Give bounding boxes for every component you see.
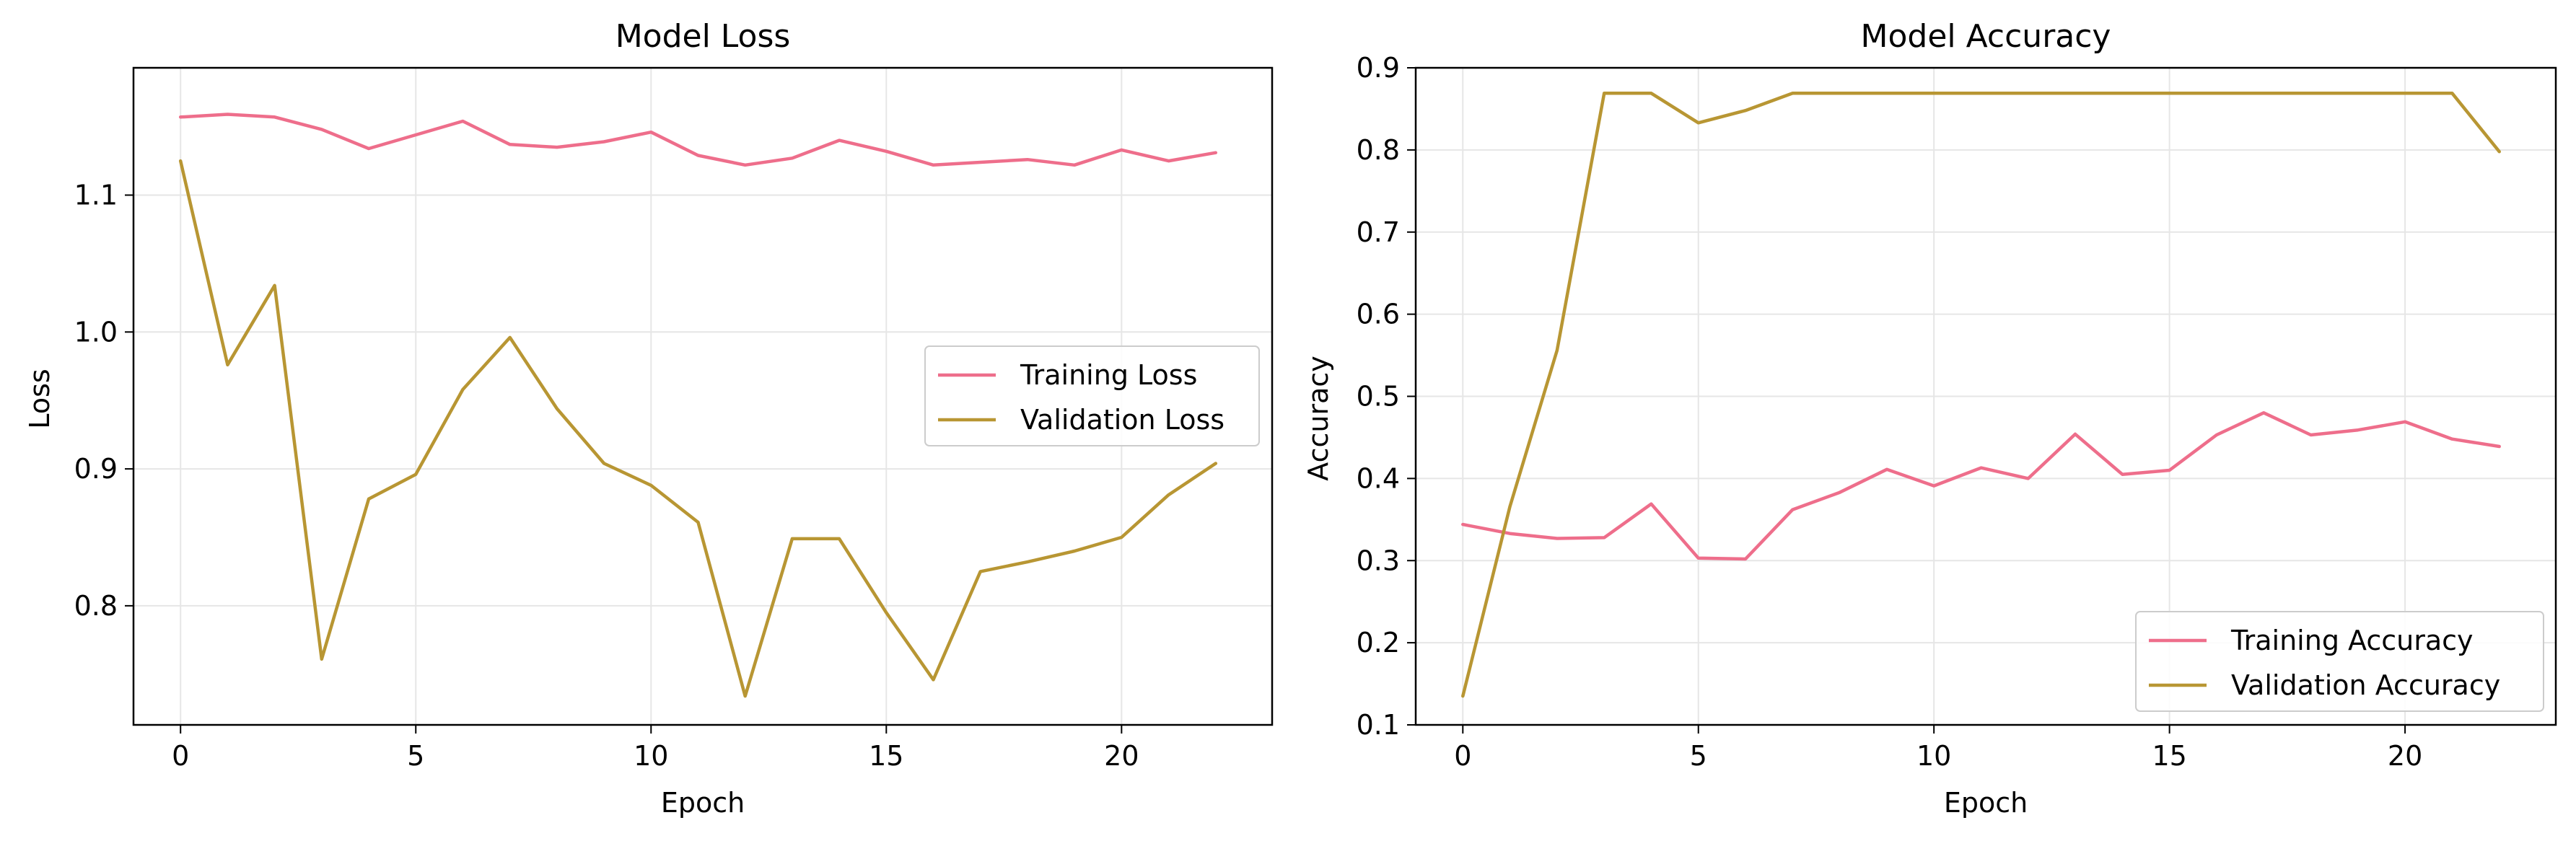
loss-chart-ylabel: Loss [24,369,56,428]
loss-series-line-training-loss [178,113,1218,167]
accuracy-xtick-label: 20 [2388,740,2422,772]
accuracy-chart-title: Model Accuracy [1861,18,2111,55]
accuracy-ytick-label: 0.7 [1357,216,1400,248]
accuracy-ytick-label: 0.1 [1357,709,1400,741]
loss-legend-box [924,345,1260,446]
loss-ytick-label: 1.1 [74,180,118,211]
loss-ytick-label: 0.9 [74,453,118,485]
accuracy-ytick-label: 0.9 [1357,52,1400,84]
accuracy-legend-label: Training Accuracy [2230,625,2474,656]
accuracy-chart-xlabel: Epoch [1944,787,2028,819]
accuracy-series-line-validation-accuracy [1461,92,2501,698]
accuracy-ytick-label: 0.6 [1357,299,1400,330]
loss-legend: Training Loss Validation Loss [924,345,1260,446]
loss-chart-xlabel: Epoch [661,787,745,819]
loss-xtick-label: 0 [172,740,189,772]
accuracy-legend-label: Validation Accuracy [2231,669,2500,701]
accuracy-xtick-label: 15 [2152,740,2186,772]
accuracy-chart-panel: Model Accuracy Epoch Accuracy 0 5 10 15 20 0.… [1302,18,2557,819]
loss-legend-label: Validation Loss [1020,404,1225,436]
loss-xtick-label: 10 [634,740,668,772]
loss-chart-title: Model Loss [615,18,791,55]
loss-xtick-label: 15 [869,740,903,772]
loss-ytick-label: 0.8 [74,590,118,622]
accuracy-legend-box [2135,611,2544,712]
accuracy-ytick-label: 0.5 [1357,381,1400,413]
accuracy-xtick-label: 10 [1916,740,1951,772]
accuracy-ytick-label: 0.2 [1357,627,1400,659]
loss-series-line-validation-loss [178,159,1218,698]
accuracy-series-line-training-accuracy [1461,411,2501,561]
accuracy-plot-frame [1414,66,2557,726]
loss-plot-frame [132,66,1274,726]
accuracy-ytick-label: 0.4 [1357,462,1400,494]
loss-xtick-label: 5 [407,740,424,772]
loss-legend-label: Training Loss [1020,359,1197,391]
accuracy-legend: Training Accuracy Validation Accuracy [2135,611,2544,712]
loss-xtick-label: 20 [1104,740,1139,772]
loss-ytick-label: 1.0 [74,316,118,348]
accuracy-chart-ylabel: Accuracy [1302,356,1334,481]
accuracy-xtick-label: 5 [1690,740,1707,772]
accuracy-ytick-label: 0.8 [1357,134,1400,166]
loss-chart-panel: Model Loss Epoch Loss 0 5 10 15 20 0.8 0.9 1.0 1… [24,18,1274,819]
accuracy-ytick-label: 0.3 [1357,545,1400,576]
accuracy-xtick-label: 0 [1454,740,1471,772]
